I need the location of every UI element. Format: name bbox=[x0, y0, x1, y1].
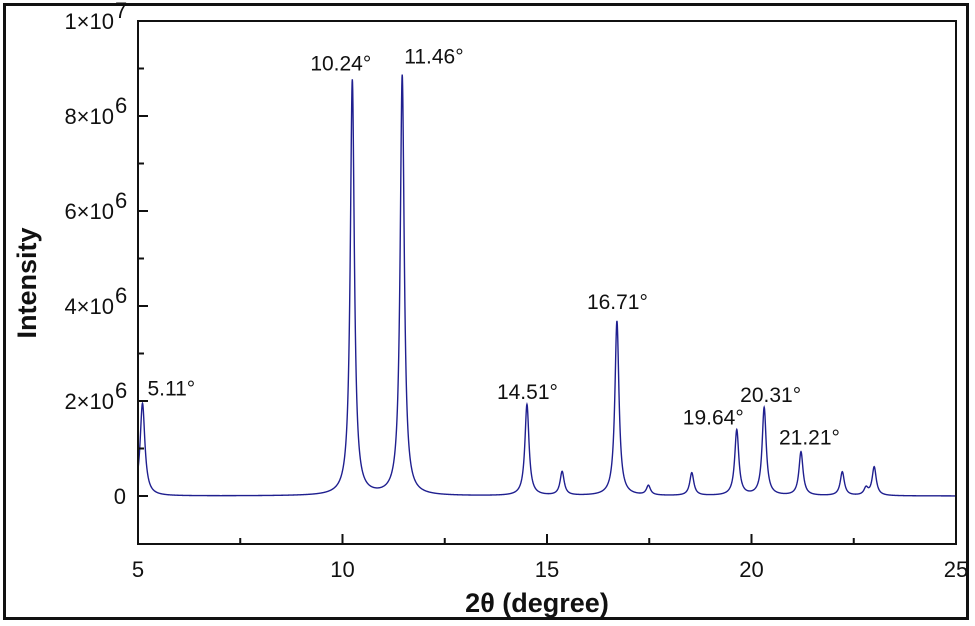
y-tick-label: 8×10 bbox=[64, 104, 114, 129]
x-tick-label: 5 bbox=[132, 557, 144, 582]
x-tick-label: 20 bbox=[739, 557, 763, 582]
peak-label: 16.71° bbox=[587, 291, 648, 314]
y-tick-label: 0 bbox=[114, 484, 126, 509]
y-tick-label: 1×10 bbox=[64, 9, 114, 34]
y-tick-exponent: 6 bbox=[115, 188, 127, 213]
peak-label: 5.11° bbox=[147, 377, 195, 400]
peak-label: 10.24° bbox=[310, 52, 371, 75]
plot-frame bbox=[137, 20, 957, 545]
figure-border bbox=[3, 3, 969, 620]
y-tick-exponent: 6 bbox=[115, 93, 127, 118]
y-tick-exponent: 6 bbox=[115, 378, 127, 403]
y-tick-exponent: 6 bbox=[115, 283, 127, 308]
y-tick-exponent: 7 bbox=[115, 0, 127, 23]
peak-label: 11.46° bbox=[404, 46, 463, 69]
xrd-pattern-line bbox=[137, 74, 956, 497]
x-tick-label: 10 bbox=[330, 557, 354, 582]
x-axis-title: 2θ (degree) bbox=[465, 588, 609, 618]
peak-label: 21.21° bbox=[779, 426, 840, 449]
y-tick-label: 4×10 bbox=[64, 294, 114, 319]
y-axis-title: Intensity bbox=[12, 227, 42, 338]
peak-label: 20.31° bbox=[740, 384, 801, 407]
peak-label: 19.64° bbox=[683, 406, 744, 429]
y-tick-label: 2×10 bbox=[64, 389, 114, 414]
peak-label: 14.51° bbox=[497, 381, 558, 404]
x-tick-label: 25 bbox=[944, 557, 968, 582]
plot-area: 02×10 64×10 66×10 68×10 61×10 75 10 15 20 255.11°… bbox=[64, 0, 968, 582]
y-tick-label: 6×10 bbox=[64, 199, 114, 224]
x-tick-label: 15 bbox=[535, 557, 559, 582]
